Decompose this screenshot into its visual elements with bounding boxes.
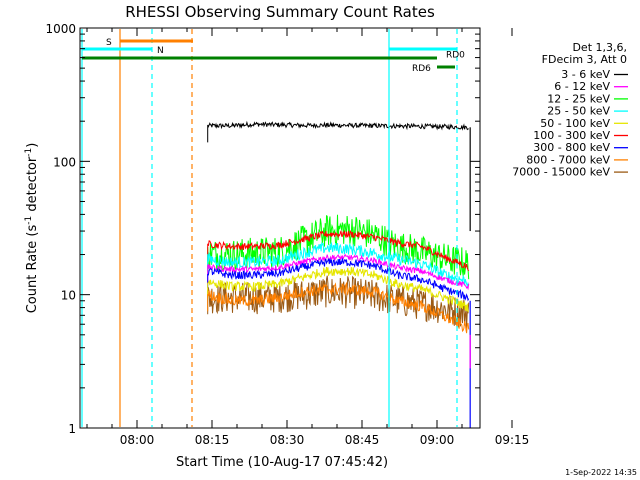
legend-label-6: 300 - 800 keV (533, 141, 610, 154)
y-tick-label-1: 10 (61, 289, 76, 303)
flag-bars: S N RD0 RD6 (81, 29, 465, 427)
legend-header-0: Det 1,3,6, (572, 41, 627, 54)
legend-label-1: 6 - 12 keV (554, 80, 610, 93)
series-line-3 (207, 230, 470, 272)
x-tick-label-2: 08:30 (270, 433, 305, 447)
series-line-1 (207, 275, 470, 329)
legend-label-2: 12 - 25 keV (547, 92, 610, 105)
legend-label-8: 7000 - 15000 keV (512, 166, 610, 179)
x-tick-label-3: 08:45 (345, 433, 380, 447)
plot-frame (79, 27, 481, 429)
legend-label-7: 800 - 7000 keV (526, 153, 610, 166)
legend-label-4: 50 - 100 keV (540, 117, 610, 130)
x-tick-label-1: 08:15 (195, 433, 230, 447)
legend-label-5: 100 - 300 keV (533, 129, 610, 142)
flag-label-0: S (106, 38, 112, 48)
flag-label-5: RD6 (412, 64, 431, 74)
legend-label-0: 3 - 6 keV (561, 68, 610, 81)
series-line-0 (207, 120, 469, 143)
flag-label-4: RD0 (446, 51, 465, 61)
legend-label-3: 25 - 50 keV (547, 105, 610, 118)
series-line-8 (207, 281, 470, 334)
chart-title: RHESSI Observing Summary Count Rates (125, 3, 435, 21)
y-tick-label-0: 1 (68, 422, 76, 436)
y-axis-label: Count Rate (s-1 detector-1) (24, 143, 40, 314)
x-tick-label-5: 09:15 (495, 433, 530, 447)
x-tick-label-4: 09:00 (420, 433, 455, 447)
series-line-7 (207, 266, 469, 313)
legend-header-1: FDecim 3, Att 0 (542, 53, 627, 66)
y-tick-label-3: 1000 (45, 22, 76, 36)
data-traces (207, 120, 471, 428)
series-line-4 (207, 241, 470, 288)
flag-label-1: N (157, 46, 164, 56)
y-tick-label-2: 100 (53, 155, 76, 169)
x-axis-label: Start Time (10-Aug-17 07:45:42) (176, 455, 388, 470)
axes: 08:00 08:15 08:30 08:45 09:00 09:15 1 10 100 1000 (45, 22, 529, 447)
series-line-5 (207, 253, 470, 291)
series-line-6 (207, 258, 470, 302)
x-tick-label-0: 08:00 (120, 433, 155, 447)
date-stamp: 1-Sep-2022 14:35 (565, 468, 637, 477)
